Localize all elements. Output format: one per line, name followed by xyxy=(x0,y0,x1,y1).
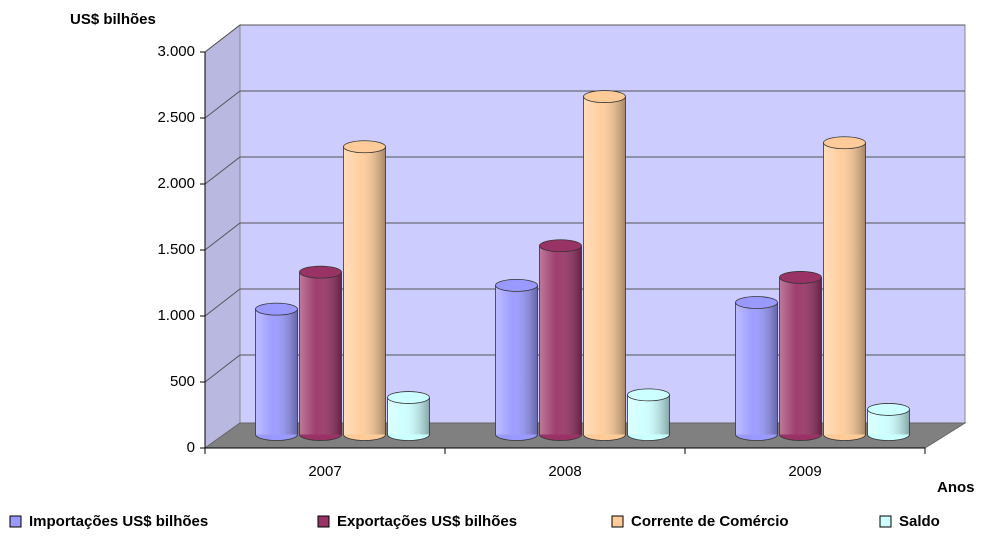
grid-line xyxy=(204,222,965,251)
bar xyxy=(735,296,778,441)
legend-swatch xyxy=(317,515,330,528)
grid xyxy=(204,24,965,383)
x-tick-label: 2009 xyxy=(788,463,821,480)
bar xyxy=(299,265,342,441)
bar-top xyxy=(627,388,670,402)
bar xyxy=(387,391,430,441)
legend-swatch xyxy=(611,515,624,528)
y-tick-label: 500 xyxy=(170,373,195,390)
bar-outline xyxy=(583,96,626,435)
bar-outline xyxy=(387,397,430,435)
grid-line xyxy=(204,354,965,383)
x-tick-label: 2007 xyxy=(308,463,341,480)
bar-shade xyxy=(735,302,778,435)
y-axis-title: US$ bilhões xyxy=(70,11,156,28)
bar-shade xyxy=(343,146,386,435)
bar-shade xyxy=(779,277,822,435)
legend-label: Corrente de Comércio xyxy=(631,513,789,530)
y-tick-label: 1.000 xyxy=(157,307,195,324)
bar-outline xyxy=(823,142,866,435)
bar-shade xyxy=(299,272,342,435)
bar-top xyxy=(255,302,298,316)
grid-line xyxy=(204,288,965,317)
bar-outline xyxy=(867,409,910,435)
bar-outline xyxy=(343,146,386,435)
bar-outline xyxy=(495,285,538,435)
bar-shade xyxy=(495,285,538,435)
legend: Importações US$ bilhões Exportações US$ b… xyxy=(9,513,940,530)
legend-label: Exportações US$ bilhões xyxy=(337,513,517,530)
bar-top xyxy=(583,90,626,103)
legend-swatch xyxy=(9,515,22,528)
bar-top xyxy=(387,391,430,404)
bar-top xyxy=(343,140,386,154)
legend-label: Saldo xyxy=(899,513,940,530)
bar-outline xyxy=(779,277,822,435)
bar-top xyxy=(495,278,538,292)
bar-shade xyxy=(539,245,582,435)
bar-shade xyxy=(583,96,626,435)
x-tick-label: 2008 xyxy=(548,463,581,480)
bar-top xyxy=(779,271,822,284)
bar xyxy=(495,278,538,441)
bar xyxy=(627,388,670,441)
bar xyxy=(255,302,298,441)
bar-outline xyxy=(299,272,342,435)
bar xyxy=(343,140,386,441)
bar-outline xyxy=(627,394,670,435)
grid-line xyxy=(204,156,965,185)
bar-top xyxy=(735,296,778,309)
legend-label: Importações US$ bilhões xyxy=(29,513,208,530)
bar-top xyxy=(539,239,582,253)
axes: 0 500 1.000 1.500 2.000 2.500 3.000 2007 2008 200… xyxy=(157,43,926,480)
y-tick-label: 2.500 xyxy=(157,109,195,126)
grid-line xyxy=(204,90,965,119)
grid-line xyxy=(204,24,965,53)
bar-outline xyxy=(735,302,778,435)
bar xyxy=(539,239,582,441)
legend-swatch xyxy=(879,515,892,528)
bar-shade xyxy=(823,142,866,435)
y-tick-label: 2.000 xyxy=(157,175,195,192)
bar xyxy=(779,271,822,441)
bar-shade xyxy=(255,309,298,435)
x-axis-title: Anos xyxy=(937,479,975,496)
bar xyxy=(583,90,626,441)
bar-top xyxy=(867,403,910,416)
y-tick-label: 3.000 xyxy=(157,43,195,60)
bar xyxy=(823,136,866,441)
bar-top xyxy=(299,265,342,279)
bar xyxy=(867,403,910,441)
bars xyxy=(255,90,910,441)
y-tick-label: 0 xyxy=(187,439,195,456)
y-tick-label: 1.500 xyxy=(157,241,195,258)
bar-outline xyxy=(255,309,298,435)
bar-top xyxy=(823,136,866,150)
bar-outline xyxy=(539,245,582,435)
bar-shade xyxy=(627,394,670,435)
